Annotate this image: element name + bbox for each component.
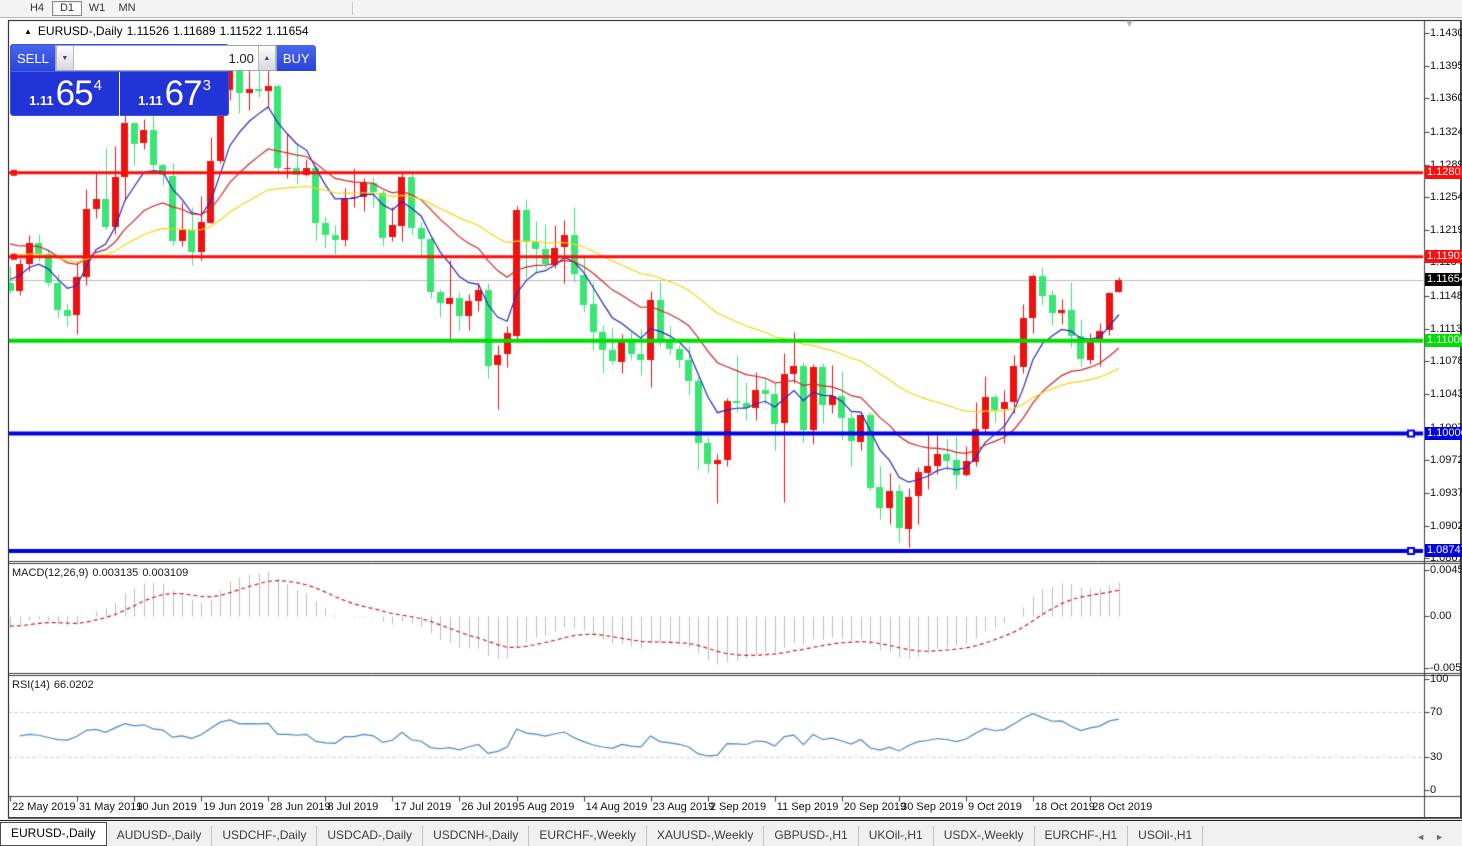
- chart-tab-eurchf-weekly[interactable]: EURCHF-,Weekly: [529, 826, 647, 846]
- price-axis-label: 1.13240: [1430, 125, 1462, 138]
- price-axis-label: 1.11480: [1430, 290, 1462, 303]
- buy-price[interactable]: 1.11 67 3: [120, 72, 228, 116]
- quote-open: 1.11526: [126, 24, 170, 38]
- chart-tab-gbpusd-h1[interactable]: GBPUSD-,H1: [764, 826, 859, 846]
- hline-price-badge: 1.11000: [1425, 333, 1462, 347]
- collapse-triangle-icon: ▲: [24, 27, 32, 36]
- date-axis-label: 31 May 2019: [78, 801, 143, 813]
- chart-tab-eurusd-daily[interactable]: EURUSD-,Daily: [0, 822, 107, 846]
- price-axis-label: 1.09020: [1430, 519, 1462, 532]
- chart-tabs: EURUSD-,Daily AUDUSD-,Daily USDCHF-,Daily U…: [0, 822, 1204, 846]
- quote-close: 1.11654: [266, 24, 309, 38]
- date-axis-label: 11 Sep 2019: [776, 801, 839, 813]
- trade-panel-prices: 1.11 65 4 1.11 67 3: [11, 71, 228, 116]
- rsi-value: 66.0202: [53, 679, 94, 691]
- price-axis-label: 1.09720: [1430, 454, 1462, 467]
- volume-decrease-button[interactable]: ▼: [55, 46, 74, 70]
- date-axis-label: 28 Oct 2019: [1092, 801, 1153, 813]
- triangle-up-icon: ▲: [263, 54, 271, 62]
- scroll-to-end-icon[interactable]: ▼: [1124, 18, 1135, 30]
- tab-scroll-right-icon[interactable]: ►: [1435, 832, 1454, 842]
- price-axis-label: 1.12190: [1430, 223, 1462, 236]
- rsi-label: RSI(14) 66.0202: [12, 679, 98, 691]
- chart-tab-usoil-h1[interactable]: USOil-,H1: [1128, 826, 1204, 846]
- macd-axis-label: -0.005205: [1430, 662, 1462, 674]
- sell-price-sup: 4: [93, 76, 102, 94]
- buy-button[interactable]: BUY: [276, 45, 316, 71]
- macd-signal-value: 0.003109: [142, 567, 189, 579]
- chart-tab-eurchf-h1[interactable]: EURCHF-,H1: [1035, 826, 1129, 846]
- tab-scroll-left-icon[interactable]: ◄: [1416, 832, 1436, 842]
- date-axis-label: 5 Aug 2019: [518, 801, 575, 813]
- one-click-trading-panel: SELL ▼ ▲ BUY 1.11 65 4 1.11 67 3: [10, 44, 316, 116]
- price-axis-label: 1.09370: [1430, 486, 1462, 499]
- chart-tab-usdx-weekly[interactable]: USDX-,Weekly: [934, 826, 1035, 846]
- sell-price-big: 65: [55, 74, 94, 113]
- chart-tab-usdchf-daily[interactable]: USDCHF-,Daily: [212, 826, 318, 846]
- date-axis-label: 18 Oct 2019: [1034, 801, 1095, 813]
- date-axis-label: 10 Jun 2019: [136, 801, 197, 813]
- chart-tab-ukoil-h1[interactable]: UKOil-,H1: [859, 826, 934, 846]
- date-axis-label: 26 Jul 2019: [461, 801, 519, 813]
- chart-quote-line: ▲ EURUSD-,Daily 1.11526 1.11689 1.11522 1.116…: [24, 24, 313, 38]
- price-axis-label: 1.10780: [1430, 355, 1462, 368]
- price-axis-label: 1.13600: [1430, 92, 1462, 105]
- rsi-axis-label: 70: [1430, 706, 1443, 719]
- chart-tab-xauusd-weekly[interactable]: XAUUSD-,Weekly: [647, 826, 765, 846]
- price-axis-label: 1.11130: [1430, 322, 1462, 335]
- sell-button[interactable]: SELL: [11, 45, 55, 71]
- date-axis-label: 14 Aug 2019: [585, 801, 648, 813]
- tab-scroll-arrows: ◄►: [1416, 832, 1462, 842]
- hline-price-badge: 1.10006: [1425, 426, 1462, 440]
- triangle-down-icon: ▼: [61, 54, 69, 62]
- date-axis-label: 17 Jul 2019: [394, 801, 452, 813]
- macd-label: MACD(12,26,9) 0.003135 0.003109: [12, 567, 192, 579]
- price-axis-label: 1.14300: [1430, 27, 1462, 39]
- buy-price-sup: 3: [202, 76, 211, 94]
- chart-tab-usdcad-daily[interactable]: USDCAD-,Daily: [317, 826, 424, 846]
- date-axis-label: 19 Jun 2019: [203, 801, 264, 813]
- price-axis-label: 1.12540: [1430, 191, 1462, 204]
- quote-low: 1.11522: [219, 24, 263, 38]
- symbol-timeframe-label: EURUSD-,Daily: [37, 24, 123, 38]
- volume-stepper: ▼ ▲: [54, 45, 277, 71]
- sell-price[interactable]: 1.11 65 4: [11, 72, 119, 116]
- price-axis-label: 1.13950: [1430, 59, 1462, 72]
- hline-price-badge: 1.08747: [1425, 544, 1462, 557]
- date-axis-label: 20 Sep 2019: [843, 801, 907, 813]
- date-axis-label: 30 Sep 2019: [901, 801, 964, 813]
- buy-price-big: 67: [164, 74, 203, 113]
- sell-price-prefix: 1.11: [29, 92, 54, 108]
- rsi-axis-label: 0: [1430, 784, 1437, 796]
- price-divider: [119, 72, 120, 116]
- trade-panel-header: SELL ▼ ▲ BUY: [11, 45, 316, 71]
- macd-axis-label: 0.00: [1430, 609, 1452, 622]
- current-price-badge: 1.11654: [1425, 272, 1462, 286]
- macd-axis-label: 0.004536: [1430, 564, 1462, 576]
- chart-tabbar: EURUSD-,Daily AUDUSD-,Daily USDCHF-,Daily U…: [0, 820, 1462, 846]
- date-axis-label: 28 Jun 2019: [270, 801, 331, 813]
- chart-tab-usdcnh-daily[interactable]: USDCNH-,Daily: [423, 826, 530, 846]
- rsi-axis-label: 100: [1430, 673, 1449, 685]
- rsi-axis-label: 30: [1430, 750, 1443, 763]
- date-axis-label: 8 Jul 2019: [327, 801, 379, 813]
- volume-input[interactable]: [73, 46, 258, 70]
- rsi-name: RSI(14): [12, 679, 50, 691]
- date-axis-label: 2 Sep 2019: [709, 801, 767, 813]
- buy-price-prefix: 1.11: [138, 92, 163, 108]
- date-axis-label: 22 May 2019: [12, 801, 76, 813]
- price-axis-label: 1.10430: [1430, 388, 1462, 400]
- date-axis-label: 9 Oct 2019: [968, 801, 1022, 813]
- volume-increase-button[interactable]: ▲: [257, 46, 276, 70]
- macd-name: MACD(12,26,9): [12, 567, 89, 579]
- date-axis-label: 23 Aug 2019: [652, 801, 715, 813]
- chart-tab-audusd-daily[interactable]: AUDUSD-,Daily: [107, 826, 213, 846]
- quote-high: 1.11689: [173, 24, 216, 38]
- macd-main-value: 0.003135: [92, 567, 139, 579]
